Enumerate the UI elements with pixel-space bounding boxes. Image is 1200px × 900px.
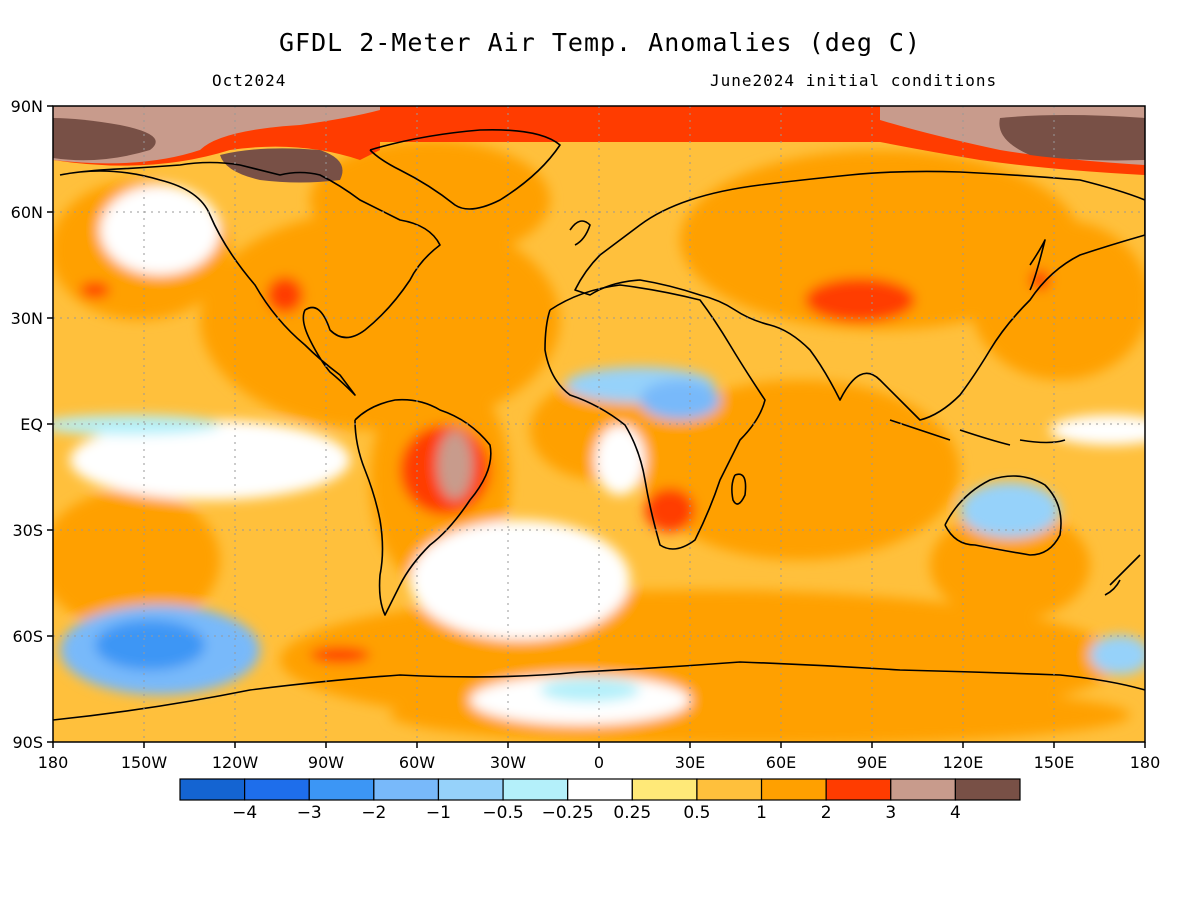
coastlines [53, 128, 1145, 721]
colorbar-label: −0.5 [482, 803, 523, 823]
colorbar-label: −1 [426, 803, 451, 823]
cold-southeast-pacific-core [95, 620, 205, 670]
coast-uk [569, 220, 591, 246]
colorbar-swatch [308, 778, 375, 801]
anomaly-south-pacific [53, 490, 220, 630]
colorbar-label: 0.25 [613, 803, 651, 823]
lat-lon-grid [53, 106, 1145, 742]
coast-north-america [59, 161, 441, 396]
anomaly-indian-ocean [640, 380, 960, 560]
coast-africa [544, 284, 766, 550]
lat-tick-label: 60S [12, 627, 43, 646]
coast-antarctica [53, 661, 1145, 721]
colorbar-label: −0.25 [542, 803, 594, 823]
neutral-congo [595, 425, 645, 495]
anomaly-na-atlantic [200, 210, 560, 430]
cool-australia [960, 482, 1060, 538]
colorbar-label: 0.5 [683, 803, 710, 823]
hot-southern-africa [645, 488, 695, 532]
lon-tick-label: 60E [766, 753, 796, 772]
lon-tick-label: 120E [943, 753, 984, 772]
colorbar-label: −4 [232, 803, 257, 823]
lon-tick-label: 180 [38, 753, 69, 772]
colorbar-label: 2 [821, 803, 832, 823]
lat-tick-label: 90N [11, 97, 43, 116]
lat-tick-label: 30N [11, 309, 43, 328]
latitude-axis: 90N 60N 30N EQ 30S 60S 90S [11, 97, 53, 752]
colorbar-swatch [502, 778, 569, 801]
colorbar-label: −2 [361, 803, 386, 823]
map-title: GFDL 2-Meter Air Temp. Anomalies (deg C) [278, 28, 922, 57]
colorbar-label: −3 [297, 803, 322, 823]
coast-japan [1029, 239, 1046, 291]
anomaly-north-atlantic [310, 140, 550, 260]
cool-weddell [540, 678, 640, 702]
hot-bellingshausen [310, 647, 370, 663]
cool-ross-sea [1090, 635, 1145, 675]
colorbar-label: 1 [756, 803, 767, 823]
lat-tick-label: 30S [12, 521, 43, 540]
colorbar-label: 4 [950, 803, 961, 823]
lat-tick-label: 90S [12, 733, 43, 752]
lon-tick-label: 0 [594, 753, 604, 772]
lon-tick-label: 180 [1130, 753, 1161, 772]
forecast-month: Oct2024 [212, 71, 287, 90]
coast-eurasia [574, 170, 1145, 421]
anomaly-field [53, 106, 1145, 742]
colorbar-swatch [954, 778, 1021, 801]
colorbar-swatch [373, 778, 440, 801]
cool-east-africa [640, 380, 720, 420]
lon-tick-label: 90E [857, 753, 887, 772]
coast-indonesia [889, 419, 1066, 446]
arctic-extreme-east [999, 115, 1145, 161]
hot-north-pacific [80, 282, 110, 298]
colorbar: −4 −3 −2 −1 −0.5 −0.25 0.25 0.5 1 2 3 4 [179, 778, 1021, 823]
arctic-extreme-west [53, 118, 156, 161]
neutral-east-pacific [70, 420, 350, 500]
colorbar-swatch [567, 778, 633, 801]
colorbar-swatch [696, 778, 763, 801]
lat-tick-label: EQ [20, 415, 43, 434]
anomaly-tasman [930, 510, 1090, 620]
colorbar-swatch [437, 778, 504, 801]
coast-madagascar [731, 473, 747, 505]
very-hot-brazil-core [437, 430, 473, 500]
lon-tick-label: 150E [1034, 753, 1075, 772]
colorbar-swatch [244, 778, 310, 801]
lon-tick-label: 90W [308, 753, 344, 772]
lon-tick-label: 120W [212, 753, 259, 772]
hot-tibet [805, 278, 915, 322]
lon-tick-label: 60W [399, 753, 435, 772]
coast-greenland [369, 128, 561, 210]
hot-us-southwest [267, 277, 303, 313]
coast-australia [944, 475, 1062, 556]
neutral-gulf-alaska [100, 185, 220, 275]
coast-south-america [354, 398, 492, 616]
lon-tick-label: 30W [490, 753, 526, 772]
coast-new-zealand [1104, 554, 1141, 596]
colorbar-label: 3 [885, 803, 896, 823]
lat-tick-label: 60N [11, 203, 43, 222]
neutral-south-atlantic [410, 520, 630, 640]
anomaly-nw-pacific [970, 220, 1145, 380]
lon-tick-label: 30E [675, 753, 705, 772]
lon-tick-label: 150W [121, 753, 168, 772]
longitude-axis: 180 150W 120W 90W 60W 30W 0 30E 60E 90E 120E 150E 18… [38, 742, 1161, 772]
colorbar-swatch [890, 778, 956, 801]
neutral-west-pacific [1050, 415, 1145, 445]
colorbar-swatch [825, 778, 892, 801]
colorbar-swatch [631, 778, 698, 801]
cool-equatorial-pacific [53, 415, 220, 435]
colorbar-swatch [179, 778, 246, 801]
colorbar-swatch [760, 778, 827, 801]
initial-conditions-label: June2024 initial conditions [710, 71, 998, 90]
